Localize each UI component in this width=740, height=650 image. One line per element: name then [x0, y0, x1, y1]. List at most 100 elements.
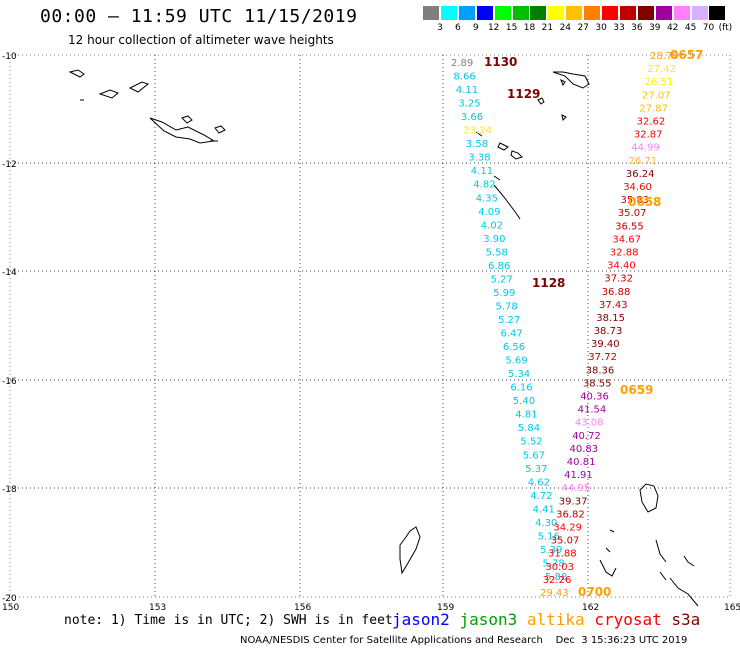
s3a-swh-value: 40.36	[580, 392, 609, 403]
lat-tick-label: -18	[2, 485, 17, 495]
lat-tick-label: -16	[2, 377, 17, 387]
legend-label: 27	[577, 23, 589, 33]
legend-label: 3	[437, 23, 443, 33]
legend-swatch	[602, 6, 618, 20]
legend-label: 6	[455, 23, 461, 33]
lat-tick-label: -10	[2, 52, 17, 62]
legend-swatch	[709, 6, 726, 20]
jason3-swh-value: 5.39	[540, 545, 562, 556]
legend-label: 15	[505, 23, 518, 33]
graticule: 150 153 156 159 162 165 -10 -12 -14 -16 -18 -20	[2, 52, 740, 613]
s3a-swh-value: 39.40	[591, 339, 620, 350]
s3a-swh-value: 38.36	[586, 365, 615, 376]
jason3-swh-value: 6.16	[510, 383, 532, 394]
coastline-solomon	[475, 131, 523, 220]
legend-swatch	[566, 6, 583, 20]
jason3-swh-value: 23.24	[463, 126, 492, 137]
jason3-swh-value: 5.16	[538, 531, 560, 542]
jason3-swh-value: 5.88	[545, 572, 567, 583]
legend-swatch	[673, 6, 690, 20]
s3a-swh-value: 32.62	[637, 117, 666, 128]
jason3-swh-value: 5.78	[543, 559, 565, 570]
s3a-swh-value: 32.87	[634, 130, 663, 141]
coastline-papua	[68, 69, 226, 144]
s3a-swh-value: 43.08	[575, 418, 604, 429]
page-title: 00:00 — 11:59 UTC 11/15/2019	[40, 6, 358, 27]
s3a-swh-value: 28.79	[650, 51, 679, 62]
s3a-swh-value: 31.88	[548, 549, 577, 560]
jason3-swh-value: 5.58	[486, 247, 508, 258]
lon-tick-label: 156	[294, 603, 311, 613]
legend-label: 9	[472, 23, 479, 33]
s3a-swh-value: 40.83	[570, 444, 599, 455]
s3a-swh-value: 41.54	[578, 405, 607, 416]
jason3-swh-value: 3.38	[468, 153, 490, 164]
jason3-swh-value: 5.52	[520, 437, 542, 448]
jason3-swh-value: 6.86	[488, 261, 510, 272]
jason3-swh-value: 6.56	[503, 342, 525, 353]
jason3-swh-value: 3.90	[483, 234, 505, 245]
s3a-swh-value: 41.91	[564, 470, 593, 481]
s3a-swh-value: 30.03	[545, 562, 574, 573]
s3a-swh-value: 32.26	[543, 575, 572, 586]
pass-time-label: 0658	[628, 195, 661, 209]
lon-tick-label: 162	[582, 603, 599, 613]
coastline-vanuatu-north	[537, 71, 590, 122]
page-subtitle: 12 hour collection of altimeter wave hei…	[68, 33, 334, 47]
s3a-swh-value: 36.24	[626, 169, 655, 180]
legend-label: 24	[559, 23, 572, 33]
coastline-new-caledonia	[399, 483, 699, 607]
legend-swatch	[458, 6, 475, 20]
legend-swatch	[476, 6, 493, 20]
legend-label: 18	[523, 23, 536, 33]
satellite-name: s3a	[671, 610, 701, 629]
lat-tick-label: -14	[2, 268, 17, 278]
legend-swatch	[584, 6, 601, 20]
s3a-swh-value: 38.73	[594, 326, 623, 337]
credit-line: NOAA/NESDIS Center for Satellite Applica…	[240, 635, 688, 646]
jason3-swh-value: 4.41	[533, 504, 555, 515]
legend-swatch	[619, 6, 636, 20]
jason3-swh-value: 5.34	[508, 369, 530, 380]
legend-swatch	[655, 6, 672, 20]
s3a-swh-value: 26.71	[629, 156, 658, 167]
legend-swatch	[637, 6, 654, 20]
legend-label: 45	[684, 23, 697, 33]
jason3-swh-value: 5.84	[518, 423, 540, 434]
legend-label: 39	[649, 23, 661, 33]
s3a-swh-value: 44.95	[562, 483, 591, 494]
pass-time-label: 1128	[532, 276, 565, 290]
color-legend: 3 6 9 12 15 18 21 24 27 30 33 36 39 42 45 70 (ft)	[423, 6, 732, 36]
jason3-swh-value: 6.47	[501, 329, 523, 340]
legend-swatch	[530, 6, 547, 20]
legend-label: 70	[702, 23, 715, 33]
pass-time-label: 0700	[578, 585, 611, 599]
satellite-legend: jason2 jason3 altika cryosat s3a	[392, 610, 700, 629]
s3a-swh-value: 39.37	[559, 496, 588, 507]
jason3-swh-value: 5.40	[513, 396, 535, 407]
s3a-swh-value: 35.07	[551, 536, 580, 547]
jason3-swh-value: 4.81	[515, 410, 537, 421]
s3a-swh-value: 36.55	[615, 221, 644, 232]
jason3-swh-value: 3.66	[461, 112, 483, 123]
s3a-swh-value: 32.88	[610, 248, 639, 259]
s3a-swh-value: 27.87	[639, 103, 668, 114]
pass-time-label: 1129	[507, 87, 540, 101]
jason3-swh-value: 5.27	[498, 315, 520, 326]
s3a-swh-value: 34.60	[623, 182, 652, 193]
s3a-swh-value: 27.07	[642, 90, 671, 101]
legend-swatch	[548, 6, 565, 20]
s3a-swh-value: 36.82	[556, 509, 585, 520]
lat-tick-label: -12	[2, 160, 17, 170]
s3a-swh-value: 40.81	[567, 457, 596, 468]
satellite-name: cryosat	[594, 610, 672, 629]
s3a-swh-value: 26.51	[645, 77, 674, 88]
legend-swatch	[423, 6, 439, 20]
satellite-name: altika	[526, 610, 595, 629]
legend-label: 36	[631, 23, 643, 33]
s3a-swh-value: 40.72	[572, 431, 601, 442]
jason3-swh-value: 4.09	[478, 207, 500, 218]
pass-time-label: 0657	[670, 48, 703, 62]
jason3-swh-value: 4.11	[471, 166, 493, 177]
